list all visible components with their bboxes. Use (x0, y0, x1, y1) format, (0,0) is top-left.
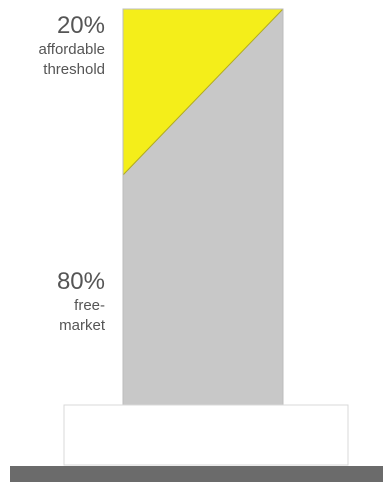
affordable-desc-line2: threshold (43, 61, 105, 78)
affordable-desc-line1: affordable (38, 41, 105, 58)
ground-bar (10, 466, 383, 482)
podium-base (63, 404, 349, 466)
share-divider-line (122, 8, 284, 176)
market-percent: 80% (56, 268, 105, 295)
market-desc-line2: market (59, 317, 105, 334)
market-desc-line1: free- (74, 297, 105, 314)
affordable-label: 20% affordable threshold (39, 12, 105, 80)
affordable-percent: 20% (56, 12, 105, 39)
market-label: 80% free- market (57, 268, 105, 336)
